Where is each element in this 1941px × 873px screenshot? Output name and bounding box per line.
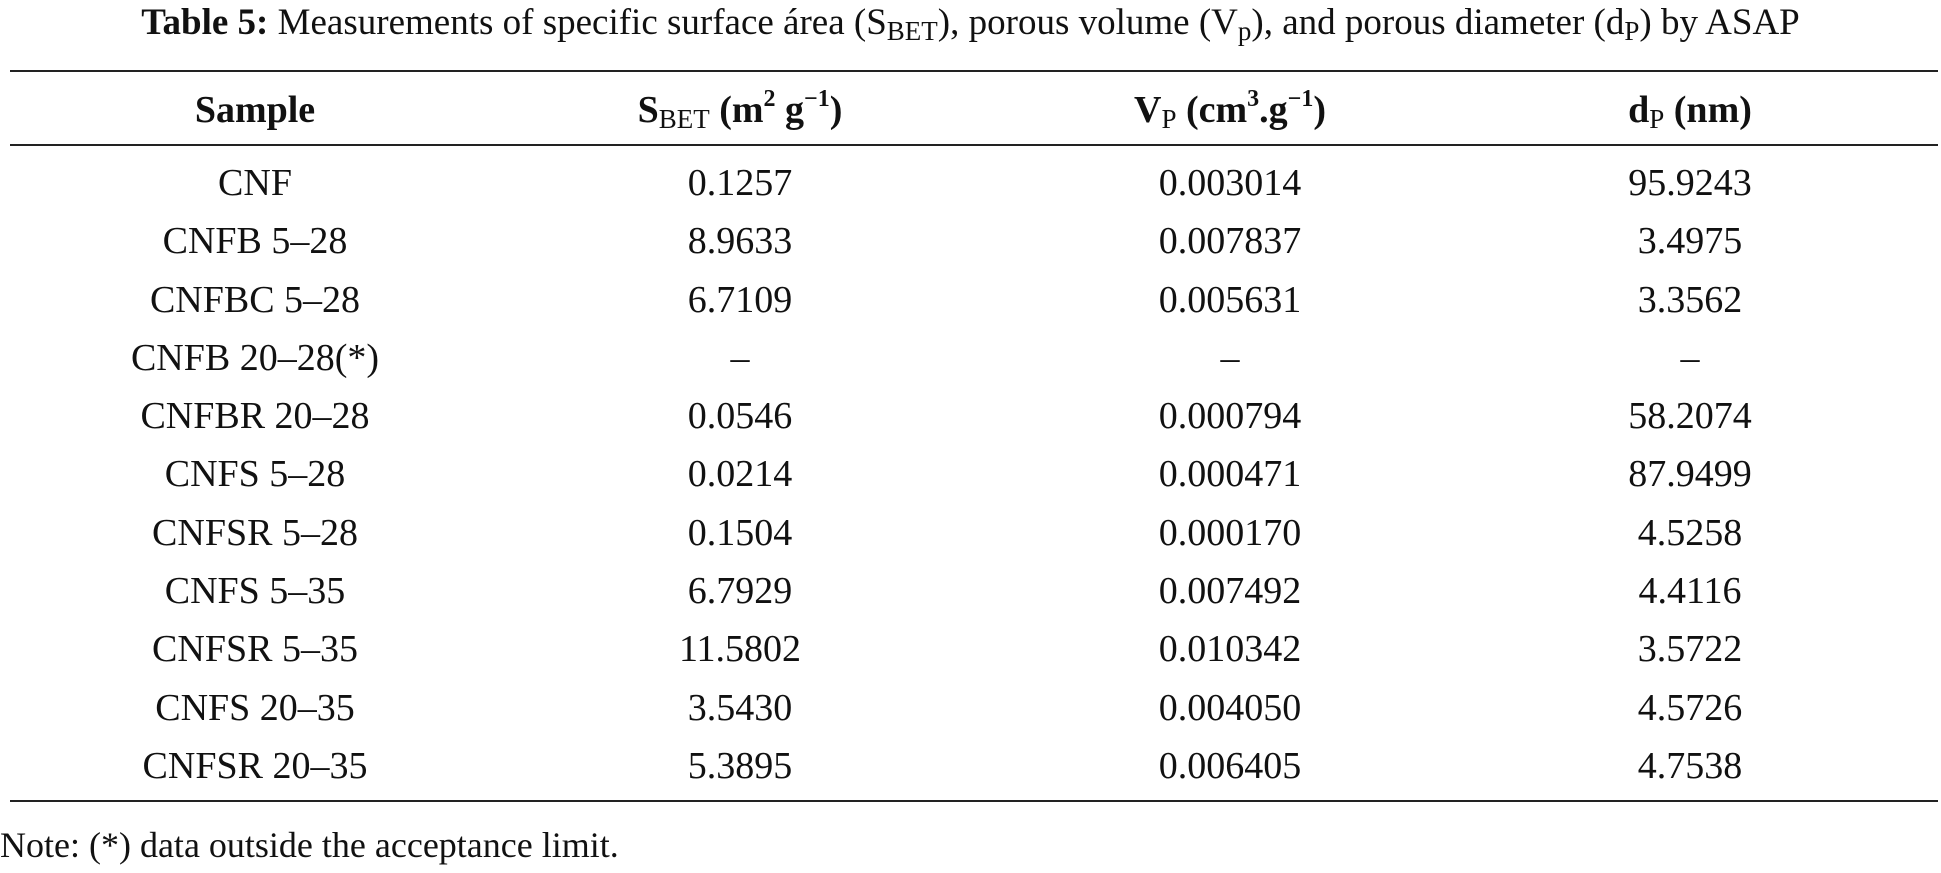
cell-sample: CNFS 5–28 <box>164 453 346 496</box>
table-row: CNFS 5–35 6.7929 0.007492 4.4116 <box>10 562 1938 620</box>
cell-dp: 3.3562 <box>1637 278 1743 321</box>
caption-sub-bet: BET <box>886 16 938 46</box>
cell-dp: 4.7538 <box>1637 744 1743 787</box>
header-vp-sub: P <box>1161 104 1177 134</box>
cell-sbet: 0.0214 <box>687 453 793 496</box>
table-row: CNFS 5–28 0.0214 0.000471 87.9499 <box>10 445 1938 503</box>
header-vp-sup-b: −1 <box>1287 86 1314 112</box>
cell-vp: 0.006405 <box>1158 744 1302 787</box>
table-caption: Table 5: Measurements of specific surfac… <box>0 0 1941 62</box>
header-sbet-main: S <box>637 89 659 131</box>
cell-sample: CNFB 20–28(*) <box>130 336 380 379</box>
cell-vp: 0.000471 <box>1158 453 1302 496</box>
top-rule <box>10 70 1938 72</box>
cell-sbet: 0.1504 <box>687 511 793 554</box>
cell-sample: CNFBC 5–28 <box>149 278 361 321</box>
cell-sample: CNFB 5–28 <box>162 220 348 263</box>
cell-sbet: 6.7929 <box>687 570 793 613</box>
header-sbet-unit-b: g <box>775 89 805 131</box>
bottom-rule <box>10 800 1938 802</box>
header-vp: VP (cm3.g−1) <box>970 80 1490 140</box>
header-sbet-unit-a: (m <box>709 89 764 131</box>
caption-text-2: ), porous volume (V <box>937 2 1238 43</box>
cell-dp: 87.9499 <box>1628 453 1752 496</box>
header-rule <box>10 144 1938 146</box>
header-dp-unit: (nm) <box>1664 89 1752 131</box>
cell-dp: – <box>1680 336 1700 379</box>
header-sbet-unit-c: ) <box>829 89 843 131</box>
cell-vp: – <box>1220 336 1240 379</box>
cell-sample: CNFSR 5–35 <box>152 628 358 671</box>
caption-text-1: Measurements of specific surface área (S <box>268 2 887 43</box>
cell-vp: 0.000170 <box>1158 511 1302 554</box>
table-row: CNFBR 20–28 0.0546 0.000794 58.2074 <box>10 387 1938 445</box>
header-sbet: SBET (m2 g−1) <box>490 80 990 140</box>
cell-sbet: 5.3895 <box>687 744 793 787</box>
header-vp-main: V <box>1133 89 1162 131</box>
cell-dp: 95.9243 <box>1628 162 1752 204</box>
header-vp-unit-b: .g <box>1259 89 1288 131</box>
cell-sbet: – <box>730 336 750 379</box>
cell-sbet: 0.0546 <box>687 395 793 438</box>
cell-vp: 0.000794 <box>1158 395 1302 438</box>
table-row: CNFS 20–35 3.5430 0.004050 4.5726 <box>10 679 1938 737</box>
header-sample: Sample <box>10 80 500 140</box>
header-vp-sup-a: 3 <box>1247 86 1260 112</box>
cell-dp: 4.5258 <box>1637 511 1743 554</box>
cell-vp: 0.005631 <box>1158 278 1302 321</box>
caption-text-4: ) by ASAP <box>1639 2 1800 43</box>
table-row: CNFB 20–28(*) – – – <box>10 329 1938 387</box>
table-header-row: Sample SBET (m2 g−1) VP (cm3.g−1) dP (nm… <box>10 80 1938 140</box>
header-sbet-sup-a: 2 <box>763 86 776 112</box>
table-row: CNFBC 5–28 6.7109 0.005631 3.3562 <box>10 271 1938 329</box>
header-dp: dP (nm) <box>1450 80 1930 140</box>
caption-sub-dp: P <box>1624 16 1640 46</box>
cell-sbet: 6.7109 <box>687 278 793 321</box>
caption-label: Table 5: <box>141 2 269 43</box>
cell-sample: CNFS 5–35 <box>164 570 346 613</box>
caption-sub-p: p <box>1237 16 1252 46</box>
cell-sbet: 11.5802 <box>678 628 802 671</box>
table-row: CNFB 5–28 8.9633 0.007837 3.4975 <box>10 212 1938 270</box>
cell-vp: 0.007492 <box>1158 570 1302 613</box>
cell-sample: CNFS 20–35 <box>155 686 355 729</box>
cell-vp: 0.007837 <box>1158 220 1302 263</box>
header-dp-sub: P <box>1649 104 1665 134</box>
cell-sbet: 3.5430 <box>687 686 793 729</box>
cell-sbet: 0.1257 <box>687 162 793 204</box>
header-sample-label: Sample <box>194 89 316 131</box>
cell-dp: 3.5722 <box>1637 628 1743 671</box>
cell-sample: CNFSR 20–35 <box>142 744 368 787</box>
cell-sbet: 8.9633 <box>687 220 793 263</box>
cell-dp: 58.2074 <box>1628 395 1752 438</box>
cell-vp: 0.003014 <box>1158 162 1302 204</box>
table-body: CNF 0.1257 0.003014 95.9243 CNFB 5–28 8.… <box>10 154 1938 795</box>
cell-vp: 0.010342 <box>1158 628 1302 671</box>
header-vp-unit-c: ) <box>1313 89 1326 131</box>
cell-sample: CNF <box>218 162 292 204</box>
table-row: CNFSR 5–35 11.5802 0.010342 3.5722 <box>10 620 1938 678</box>
caption-text-3: ), and porous diameter (d <box>1251 2 1625 43</box>
cell-dp: 4.4116 <box>1638 570 1742 613</box>
table-row: CNFSR 20–35 5.3895 0.006405 4.7538 <box>10 737 1938 795</box>
header-sbet-sub: BET <box>658 104 710 134</box>
table-row: CNF 0.1257 0.003014 95.9243 <box>10 154 1938 212</box>
header-dp-main: d <box>1628 89 1650 131</box>
table-row: CNFSR 5–28 0.1504 0.000170 4.5258 <box>10 504 1938 562</box>
cell-dp: 3.4975 <box>1637 220 1743 263</box>
cell-dp: 4.5726 <box>1637 686 1743 729</box>
cell-vp: 0.004050 <box>1158 686 1302 729</box>
cell-sample: CNFBR 20–28 <box>140 395 370 438</box>
table-note: Note: (*) data outside the acceptance li… <box>0 825 619 865</box>
cell-sample: CNFSR 5–28 <box>152 511 358 554</box>
header-sbet-sup-b: −1 <box>804 86 830 112</box>
header-vp-unit-a: (cm <box>1176 89 1248 131</box>
